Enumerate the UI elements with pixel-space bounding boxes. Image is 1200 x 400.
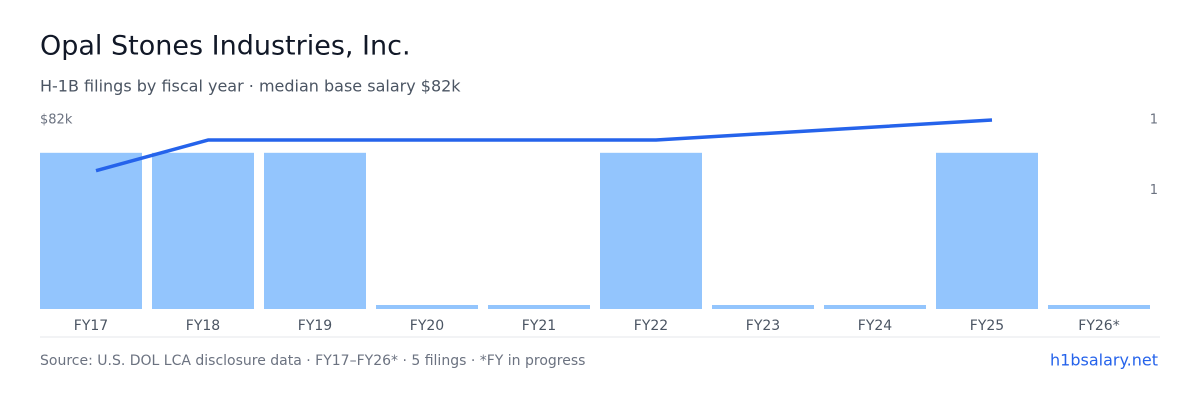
bar [40, 152, 142, 309]
bar [264, 152, 366, 309]
x-tick-label: FY17 [74, 318, 108, 334]
x-tick-label: FY25 [970, 318, 1004, 334]
bar [936, 152, 1038, 309]
footer-source: Source: U.S. DOL LCA disclosure data · F… [40, 353, 585, 369]
y2-tick-label: 1 [1150, 183, 1158, 198]
bar [1048, 305, 1150, 309]
chart-subtitle: H-1B filings by fiscal year · median bas… [40, 77, 461, 96]
bar [152, 152, 254, 309]
y-tick-label: $82k [40, 113, 73, 128]
bar [824, 305, 926, 309]
bar [376, 305, 478, 309]
bar [712, 305, 814, 309]
bar [600, 152, 702, 309]
x-tick-label: FY26* [1078, 318, 1119, 334]
x-tick-label: FY20 [410, 318, 444, 334]
bar [488, 305, 590, 309]
salary-line [95, 118, 993, 173]
x-tick-label: FY21 [522, 318, 556, 334]
y2-tick-label: 1 [1150, 113, 1158, 128]
x-tick-label: FY19 [298, 318, 332, 334]
x-tick-label: FY22 [634, 318, 668, 334]
chart-title: Opal Stones Industries, Inc. [40, 31, 411, 62]
x-tick-label: FY24 [858, 318, 893, 334]
footer-link[interactable]: h1bsalary.net [1050, 351, 1158, 370]
x-tick-label: FY23 [746, 318, 780, 334]
x-tick-label: FY18 [186, 318, 220, 334]
